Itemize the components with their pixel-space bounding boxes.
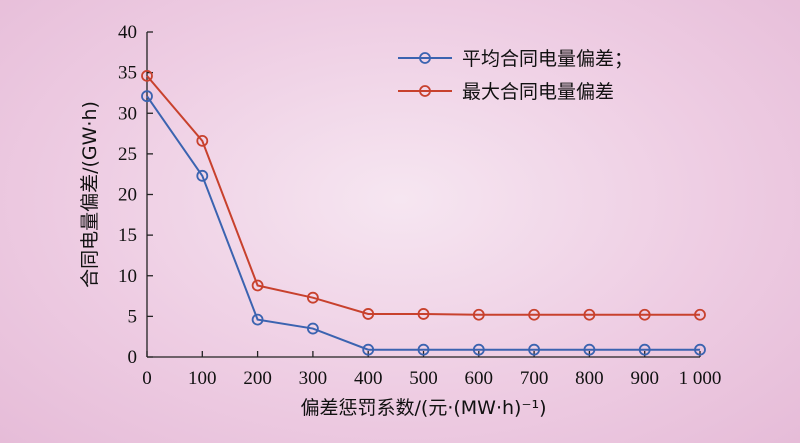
y-tick-label: 5 — [128, 306, 138, 327]
data-point — [362, 343, 375, 356]
x-tick-label: 1 000 — [679, 368, 722, 389]
y-tick-label: 35 — [118, 63, 137, 84]
data-point — [251, 279, 264, 292]
x-tick-label: 200 — [243, 368, 272, 389]
data-point — [472, 308, 485, 321]
data-point — [694, 308, 706, 321]
y-tick-label: 25 — [118, 144, 137, 165]
x-tick-label: 300 — [299, 368, 328, 389]
series-line — [146, 95, 700, 351]
data-point — [251, 313, 264, 326]
x-tick-label: 600 — [465, 368, 494, 389]
legend-marker — [419, 52, 431, 64]
x-tick-label: 400 — [354, 368, 383, 389]
data-point — [528, 343, 540, 356]
y-tick-label: 30 — [118, 103, 137, 124]
y-axis-title: 合同电量偏差/(GW·h) — [79, 101, 101, 288]
data-point — [362, 308, 375, 320]
data-point — [196, 134, 209, 147]
y-tick-label: 15 — [118, 225, 137, 246]
legend: 平均合同电量偏差； 最大合同电量偏差 — [398, 48, 633, 103]
data-point — [528, 308, 540, 321]
y-tick-label: 40 — [118, 22, 137, 43]
data-point — [472, 343, 485, 356]
y-tick-label: 20 — [118, 185, 137, 206]
data-point — [306, 291, 319, 304]
series-line — [146, 75, 700, 316]
series-layer — [141, 69, 706, 356]
data-point — [196, 169, 209, 182]
x-tick-label: 800 — [575, 368, 604, 389]
x-tick-label: 0 — [142, 368, 152, 389]
data-point — [306, 322, 319, 335]
data-point — [694, 343, 706, 356]
data-point — [583, 343, 596, 356]
x-tick-label: 900 — [630, 368, 659, 389]
legend-label: 平均合同电量偏差； — [462, 48, 633, 70]
legend-label: 最大合同电量偏差 — [462, 81, 614, 103]
data-point — [638, 343, 651, 356]
data-point — [141, 69, 153, 82]
legend-marker — [419, 85, 431, 97]
x-axis-title: 偏差惩罚系数/(元·(MW·h)⁻¹) — [301, 397, 547, 419]
data-point — [583, 308, 596, 321]
data-point — [638, 308, 651, 321]
y-tick-label: 0 — [128, 347, 138, 368]
x-tick-label: 700 — [520, 368, 549, 389]
data-point — [417, 308, 430, 320]
x-tick-label: 500 — [409, 368, 438, 389]
data-point — [141, 90, 153, 103]
y-tick-label: 10 — [118, 266, 137, 287]
x-tick-label: 100 — [188, 368, 217, 389]
data-point — [417, 343, 430, 356]
